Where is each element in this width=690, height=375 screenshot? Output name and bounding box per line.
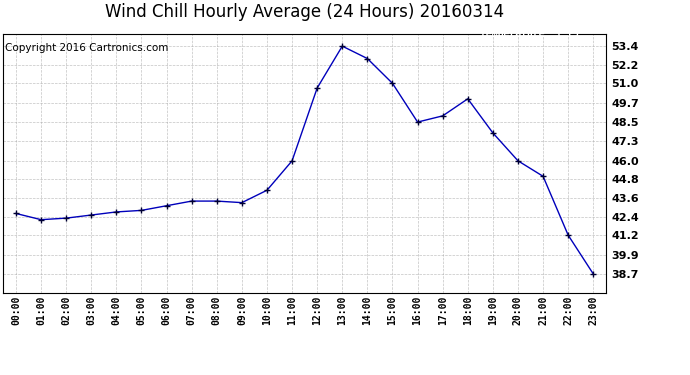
Title: Wind Chill Hourly Average (24 Hours) 20160314: Wind Chill Hourly Average (24 Hours) 201… bbox=[105, 3, 504, 21]
Text: Copyright 2016 Cartronics.com: Copyright 2016 Cartronics.com bbox=[5, 43, 168, 53]
